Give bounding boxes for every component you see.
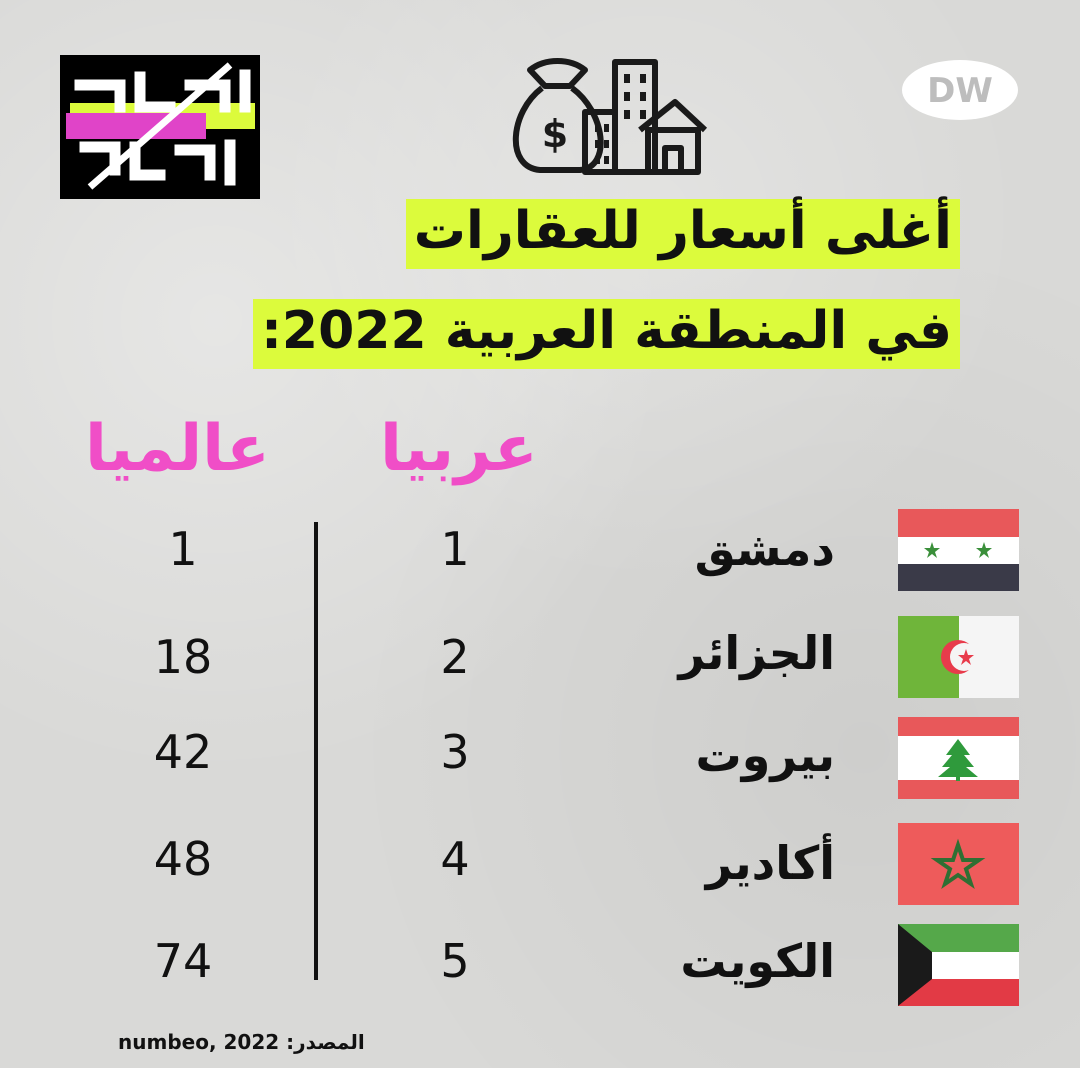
kuwait-flag <box>898 924 1019 1006</box>
city-beirut: بيروت <box>695 728 835 782</box>
column-header-world: عالميا <box>85 412 270 486</box>
money-bag-buildings-icon: $ <box>512 58 708 175</box>
morocco-flag <box>898 823 1019 905</box>
world-rank-kuwait: 74 <box>153 934 213 988</box>
page-title-line-2: في المنطقة العربية 2022: <box>253 299 960 369</box>
page-title-line-1: أغلى أسعار للعقارات <box>405 199 960 269</box>
arab-rank-damascus: 1 <box>440 522 470 576</box>
world-rank-algiers: 18 <box>153 630 213 684</box>
dw-text: DW <box>927 71 993 111</box>
source-value: numbeo, 2022 <box>118 1030 280 1054</box>
column-divider <box>314 522 318 980</box>
logo-graphic <box>66 62 255 190</box>
city-kuwait: الكويت <box>680 934 835 988</box>
algeria-flag <box>898 616 1019 698</box>
arab-rank-beirut: 3 <box>440 725 470 779</box>
world-rank-agadir: 48 <box>153 832 213 886</box>
jaafar-talk-logo <box>60 55 260 199</box>
source-note: numbeo, 2022 المصدر: <box>118 1030 365 1054</box>
arab-rank-kuwait: 5 <box>440 934 470 988</box>
world-rank-beirut: 42 <box>153 725 213 779</box>
arab-rank-agadir: 4 <box>440 832 470 886</box>
city-agadir: أكادير <box>705 836 835 890</box>
arab-rank-algiers: 2 <box>440 630 470 684</box>
syria-flag <box>898 509 1019 591</box>
source-label: المصدر: <box>286 1030 365 1054</box>
svg-text:$: $ <box>542 112 568 156</box>
title-text-2: في المنطقة العربية 2022: <box>253 299 960 369</box>
dw-logo: DW <box>902 60 1018 120</box>
city-algiers: الجزائر <box>678 626 835 680</box>
world-rank-damascus: 1 <box>168 522 198 576</box>
column-header-arab: عربيا <box>380 412 538 486</box>
title-text-1: أغلى أسعار للعقارات <box>405 199 960 269</box>
lebanon-flag <box>898 717 1019 799</box>
city-damascus: دمشق <box>694 522 835 576</box>
